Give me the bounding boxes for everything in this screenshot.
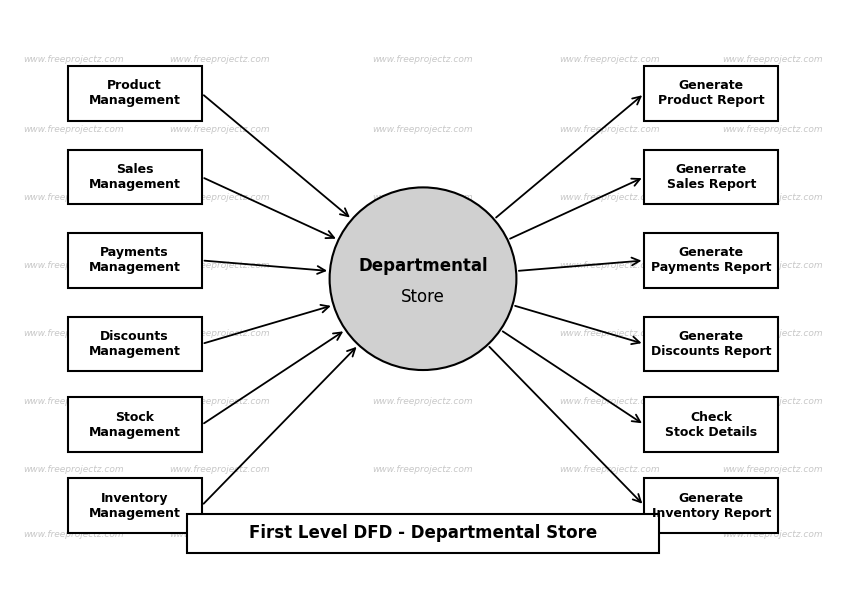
Text: www.freeprojectz.com: www.freeprojectz.com bbox=[24, 329, 124, 338]
Text: www.freeprojectz.com: www.freeprojectz.com bbox=[722, 465, 822, 474]
FancyBboxPatch shape bbox=[645, 397, 778, 452]
Text: Store: Store bbox=[401, 288, 445, 306]
Text: Stock
Management: Stock Management bbox=[89, 411, 180, 439]
Text: Departmental: Departmental bbox=[358, 257, 488, 275]
Text: www.freeprojectz.com: www.freeprojectz.com bbox=[559, 55, 660, 64]
Text: Sales
Management: Sales Management bbox=[89, 163, 180, 191]
Text: www.freeprojectz.com: www.freeprojectz.com bbox=[170, 55, 270, 64]
FancyBboxPatch shape bbox=[645, 66, 778, 121]
Text: Generate
Payments Report: Generate Payments Report bbox=[651, 247, 772, 275]
Text: Generate
Product Report: Generate Product Report bbox=[658, 79, 765, 107]
Text: www.freeprojectz.com: www.freeprojectz.com bbox=[24, 530, 124, 539]
FancyBboxPatch shape bbox=[68, 149, 201, 205]
Text: www.freeprojectz.com: www.freeprojectz.com bbox=[24, 261, 124, 270]
Text: www.freeprojectz.com: www.freeprojectz.com bbox=[170, 329, 270, 338]
FancyBboxPatch shape bbox=[645, 233, 778, 288]
Text: Generrate
Sales Report: Generrate Sales Report bbox=[667, 163, 756, 191]
Text: www.freeprojectz.com: www.freeprojectz.com bbox=[170, 530, 270, 539]
Ellipse shape bbox=[330, 187, 516, 370]
Text: www.freeprojectz.com: www.freeprojectz.com bbox=[722, 397, 822, 406]
FancyBboxPatch shape bbox=[645, 149, 778, 205]
Text: www.freeprojectz.com: www.freeprojectz.com bbox=[373, 465, 473, 474]
FancyBboxPatch shape bbox=[68, 317, 201, 371]
Text: www.freeprojectz.com: www.freeprojectz.com bbox=[24, 465, 124, 474]
Text: First Level DFD - Departmental Store: First Level DFD - Departmental Store bbox=[249, 524, 597, 542]
Text: www.freeprojectz.com: www.freeprojectz.com bbox=[722, 530, 822, 539]
Text: www.freeprojectz.com: www.freeprojectz.com bbox=[373, 397, 473, 406]
FancyBboxPatch shape bbox=[645, 479, 778, 533]
Text: Inventory
Management: Inventory Management bbox=[89, 492, 180, 519]
Text: Discounts
Management: Discounts Management bbox=[89, 330, 180, 358]
FancyBboxPatch shape bbox=[645, 317, 778, 371]
Text: www.freeprojectz.com: www.freeprojectz.com bbox=[24, 193, 124, 202]
Text: www.freeprojectz.com: www.freeprojectz.com bbox=[722, 55, 822, 64]
Text: www.freeprojectz.com: www.freeprojectz.com bbox=[559, 397, 660, 406]
Text: www.freeprojectz.com: www.freeprojectz.com bbox=[170, 397, 270, 406]
Text: www.freeprojectz.com: www.freeprojectz.com bbox=[373, 329, 473, 338]
Text: www.freeprojectz.com: www.freeprojectz.com bbox=[722, 329, 822, 338]
Text: www.freeprojectz.com: www.freeprojectz.com bbox=[559, 261, 660, 270]
Text: www.freeprojectz.com: www.freeprojectz.com bbox=[24, 126, 124, 135]
Text: www.freeprojectz.com: www.freeprojectz.com bbox=[559, 530, 660, 539]
Text: www.freeprojectz.com: www.freeprojectz.com bbox=[373, 193, 473, 202]
Text: Product
Management: Product Management bbox=[89, 79, 180, 107]
Text: www.freeprojectz.com: www.freeprojectz.com bbox=[373, 530, 473, 539]
FancyBboxPatch shape bbox=[68, 233, 201, 288]
Text: www.freeprojectz.com: www.freeprojectz.com bbox=[373, 261, 473, 270]
Text: Generate
Inventory Report: Generate Inventory Report bbox=[651, 492, 771, 519]
Text: www.freeprojectz.com: www.freeprojectz.com bbox=[170, 465, 270, 474]
Text: www.freeprojectz.com: www.freeprojectz.com bbox=[722, 126, 822, 135]
Text: www.freeprojectz.com: www.freeprojectz.com bbox=[24, 55, 124, 64]
Text: www.freeprojectz.com: www.freeprojectz.com bbox=[559, 329, 660, 338]
FancyBboxPatch shape bbox=[68, 66, 201, 121]
Text: www.freeprojectz.com: www.freeprojectz.com bbox=[170, 126, 270, 135]
Text: www.freeprojectz.com: www.freeprojectz.com bbox=[170, 261, 270, 270]
Text: www.freeprojectz.com: www.freeprojectz.com bbox=[24, 397, 124, 406]
Text: www.freeprojectz.com: www.freeprojectz.com bbox=[722, 193, 822, 202]
FancyBboxPatch shape bbox=[188, 514, 658, 553]
Text: Payments
Management: Payments Management bbox=[89, 247, 180, 275]
Text: www.freeprojectz.com: www.freeprojectz.com bbox=[559, 193, 660, 202]
Text: Generate
Discounts Report: Generate Discounts Report bbox=[651, 330, 772, 358]
Text: www.freeprojectz.com: www.freeprojectz.com bbox=[559, 126, 660, 135]
Text: www.freeprojectz.com: www.freeprojectz.com bbox=[373, 55, 473, 64]
Text: www.freeprojectz.com: www.freeprojectz.com bbox=[559, 465, 660, 474]
Text: Check
Stock Details: Check Stock Details bbox=[665, 411, 757, 439]
Text: www.freeprojectz.com: www.freeprojectz.com bbox=[170, 193, 270, 202]
Text: www.freeprojectz.com: www.freeprojectz.com bbox=[373, 126, 473, 135]
FancyBboxPatch shape bbox=[68, 397, 201, 452]
FancyBboxPatch shape bbox=[68, 479, 201, 533]
Text: www.freeprojectz.com: www.freeprojectz.com bbox=[722, 261, 822, 270]
